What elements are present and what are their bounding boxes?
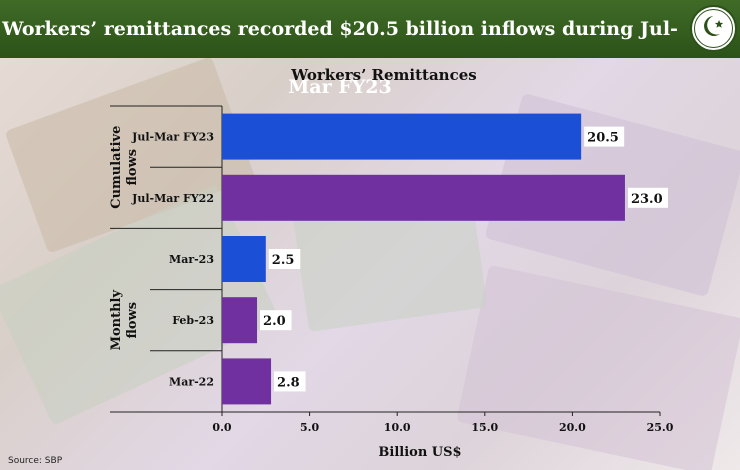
- x-tick-label: 20.0: [559, 421, 586, 434]
- bar: [222, 174, 625, 221]
- remittances-chart: Workers’ Remittances Cumulative flowsMont…: [109, 66, 674, 460]
- data-label: 20.5: [587, 131, 619, 146]
- group-label: Cumulative: [109, 126, 124, 209]
- category-label: Feb-23: [172, 314, 214, 327]
- x-tick-label: 0.0: [212, 421, 231, 434]
- category-label: Jul-Mar FY23: [131, 131, 214, 144]
- bar: [222, 113, 582, 160]
- bar: [222, 236, 266, 282]
- category-label: Mar-22: [169, 375, 214, 388]
- data-label: 2.5: [272, 253, 295, 268]
- data-label-bg: [584, 126, 625, 147]
- group-label: Monthly: [109, 290, 124, 351]
- group-label: flows: [125, 149, 140, 186]
- sbp-logo-emblem: [694, 9, 733, 48]
- data-label: 23.0: [631, 192, 663, 207]
- group-label: flows: [125, 302, 140, 339]
- data-label-bg: [268, 249, 301, 269]
- banner-title: Workers’ remittances recorded $20.5 bill…: [2, 18, 678, 98]
- bar: [222, 358, 272, 405]
- x-tick-label: 10.0: [384, 421, 411, 434]
- chart-title: Workers’ Remittances: [290, 66, 476, 84]
- x-tick-label: 15.0: [471, 421, 498, 434]
- data-label-bg: [627, 187, 668, 208]
- category-label: Mar-23: [169, 253, 214, 266]
- data-label-bg: [274, 371, 306, 392]
- data-label-bg: [260, 310, 292, 331]
- x-tick-label: 25.0: [647, 421, 674, 434]
- category-label: Jul-Mar FY22: [131, 192, 214, 205]
- x-axis-title: Billion US$: [378, 445, 461, 460]
- source-note: Source: SBP: [8, 456, 63, 466]
- bar: [222, 297, 258, 344]
- title-banner: Workers’ remittances recorded $20.5 bill…: [0, 0, 740, 98]
- x-tick-label: 5.0: [300, 421, 319, 434]
- sbp-logo: [690, 5, 737, 52]
- data-label: 2.0: [263, 314, 286, 329]
- data-label: 2.8: [277, 375, 300, 390]
